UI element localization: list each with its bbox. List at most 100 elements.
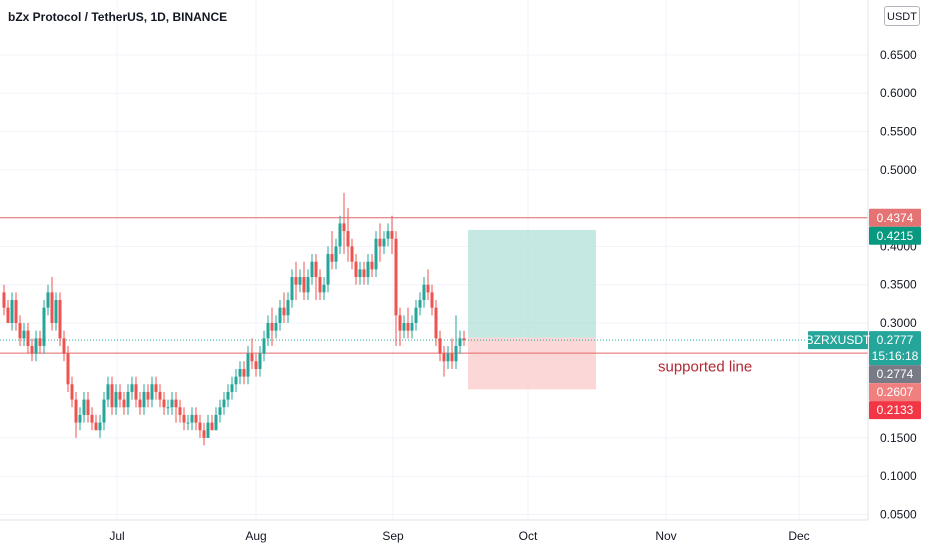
candle[interactable]	[6, 300, 10, 323]
candle[interactable]	[290, 269, 294, 308]
candle[interactable]	[182, 407, 186, 431]
candle[interactable]	[110, 376, 114, 415]
candle[interactable]	[30, 338, 34, 362]
candle[interactable]	[174, 391, 178, 423]
candle[interactable]	[34, 330, 38, 362]
candle[interactable]	[74, 391, 78, 438]
candle[interactable]	[90, 407, 94, 431]
candle[interactable]	[78, 407, 82, 431]
candle[interactable]	[390, 215, 394, 255]
candle[interactable]	[294, 261, 298, 301]
loss-zone[interactable]	[468, 337, 596, 390]
candle[interactable]	[10, 292, 14, 331]
candle[interactable]	[210, 414, 214, 431]
candle[interactable]	[426, 269, 430, 301]
candle[interactable]	[158, 384, 162, 408]
candle[interactable]	[438, 330, 442, 362]
candle[interactable]	[394, 231, 398, 346]
candle[interactable]	[326, 246, 330, 293]
candle[interactable]	[322, 277, 326, 301]
candle[interactable]	[342, 192, 346, 255]
candle[interactable]	[246, 345, 250, 385]
candle[interactable]	[350, 238, 354, 270]
candle[interactable]	[382, 231, 386, 255]
candle[interactable]	[114, 384, 118, 415]
candle[interactable]	[386, 223, 390, 247]
candle[interactable]	[18, 315, 22, 346]
candle[interactable]	[362, 261, 366, 285]
candle[interactable]	[2, 284, 6, 316]
candle[interactable]	[366, 254, 370, 285]
candle[interactable]	[222, 391, 226, 415]
candle[interactable]	[418, 292, 422, 316]
candle[interactable]	[358, 261, 362, 285]
candle[interactable]	[42, 300, 46, 354]
candle[interactable]	[270, 307, 274, 346]
candle[interactable]	[314, 254, 318, 301]
candle[interactable]	[122, 391, 126, 415]
candle[interactable]	[458, 330, 462, 354]
candle[interactable]	[450, 338, 454, 369]
candle[interactable]	[138, 391, 142, 415]
candle[interactable]	[318, 269, 322, 301]
candle[interactable]	[118, 384, 122, 408]
candle[interactable]	[398, 307, 402, 346]
candle[interactable]	[250, 338, 254, 369]
candle[interactable]	[354, 254, 358, 285]
candle[interactable]	[334, 238, 338, 270]
candle[interactable]	[38, 330, 42, 354]
candle[interactable]	[66, 345, 70, 392]
candle[interactable]	[230, 376, 234, 400]
candle[interactable]	[170, 391, 174, 415]
candle[interactable]	[82, 391, 86, 423]
candle[interactable]	[302, 261, 306, 301]
candle[interactable]	[142, 384, 146, 415]
candle[interactable]	[306, 269, 310, 301]
candle[interactable]	[238, 361, 242, 385]
candle[interactable]	[102, 391, 106, 431]
candle[interactable]	[58, 292, 62, 346]
candle[interactable]	[54, 292, 58, 331]
candle[interactable]	[154, 376, 158, 400]
candle[interactable]	[254, 353, 258, 377]
candle[interactable]	[274, 315, 278, 339]
candle[interactable]	[258, 345, 262, 377]
candle[interactable]	[406, 307, 410, 339]
time-axis[interactable]: Jul Aug Sep Oct Nov Dec	[109, 529, 809, 543]
candle[interactable]	[218, 399, 222, 423]
candle[interactable]	[330, 231, 334, 270]
candle[interactable]	[178, 399, 182, 423]
candle[interactable]	[282, 292, 286, 323]
candle[interactable]	[410, 315, 414, 339]
candle[interactable]	[370, 254, 374, 278]
candle[interactable]	[134, 376, 138, 408]
candle[interactable]	[414, 300, 418, 331]
candle[interactable]	[346, 208, 350, 262]
candle[interactable]	[166, 399, 170, 415]
candle[interactable]	[46, 284, 50, 316]
candle[interactable]	[50, 277, 54, 331]
candle[interactable]	[106, 376, 110, 408]
candle[interactable]	[14, 292, 18, 331]
candle[interactable]	[310, 254, 314, 285]
candle[interactable]	[378, 223, 382, 262]
candle[interactable]	[86, 391, 90, 423]
candle[interactable]	[454, 315, 458, 369]
candle[interactable]	[266, 315, 270, 346]
candle[interactable]	[26, 323, 30, 354]
candle[interactable]	[226, 384, 230, 408]
candle[interactable]	[298, 269, 302, 293]
candle[interactable]	[98, 414, 102, 438]
candle[interactable]	[430, 284, 434, 316]
annotation-text[interactable]: supported line	[658, 359, 752, 376]
candle[interactable]	[286, 292, 290, 323]
candle[interactable]	[198, 414, 202, 438]
candle[interactable]	[214, 407, 218, 431]
candle[interactable]	[374, 231, 378, 278]
candle[interactable]	[94, 414, 98, 431]
candle[interactable]	[162, 391, 166, 415]
candle[interactable]	[130, 376, 134, 400]
candle[interactable]	[194, 407, 198, 431]
candle[interactable]	[62, 330, 66, 362]
